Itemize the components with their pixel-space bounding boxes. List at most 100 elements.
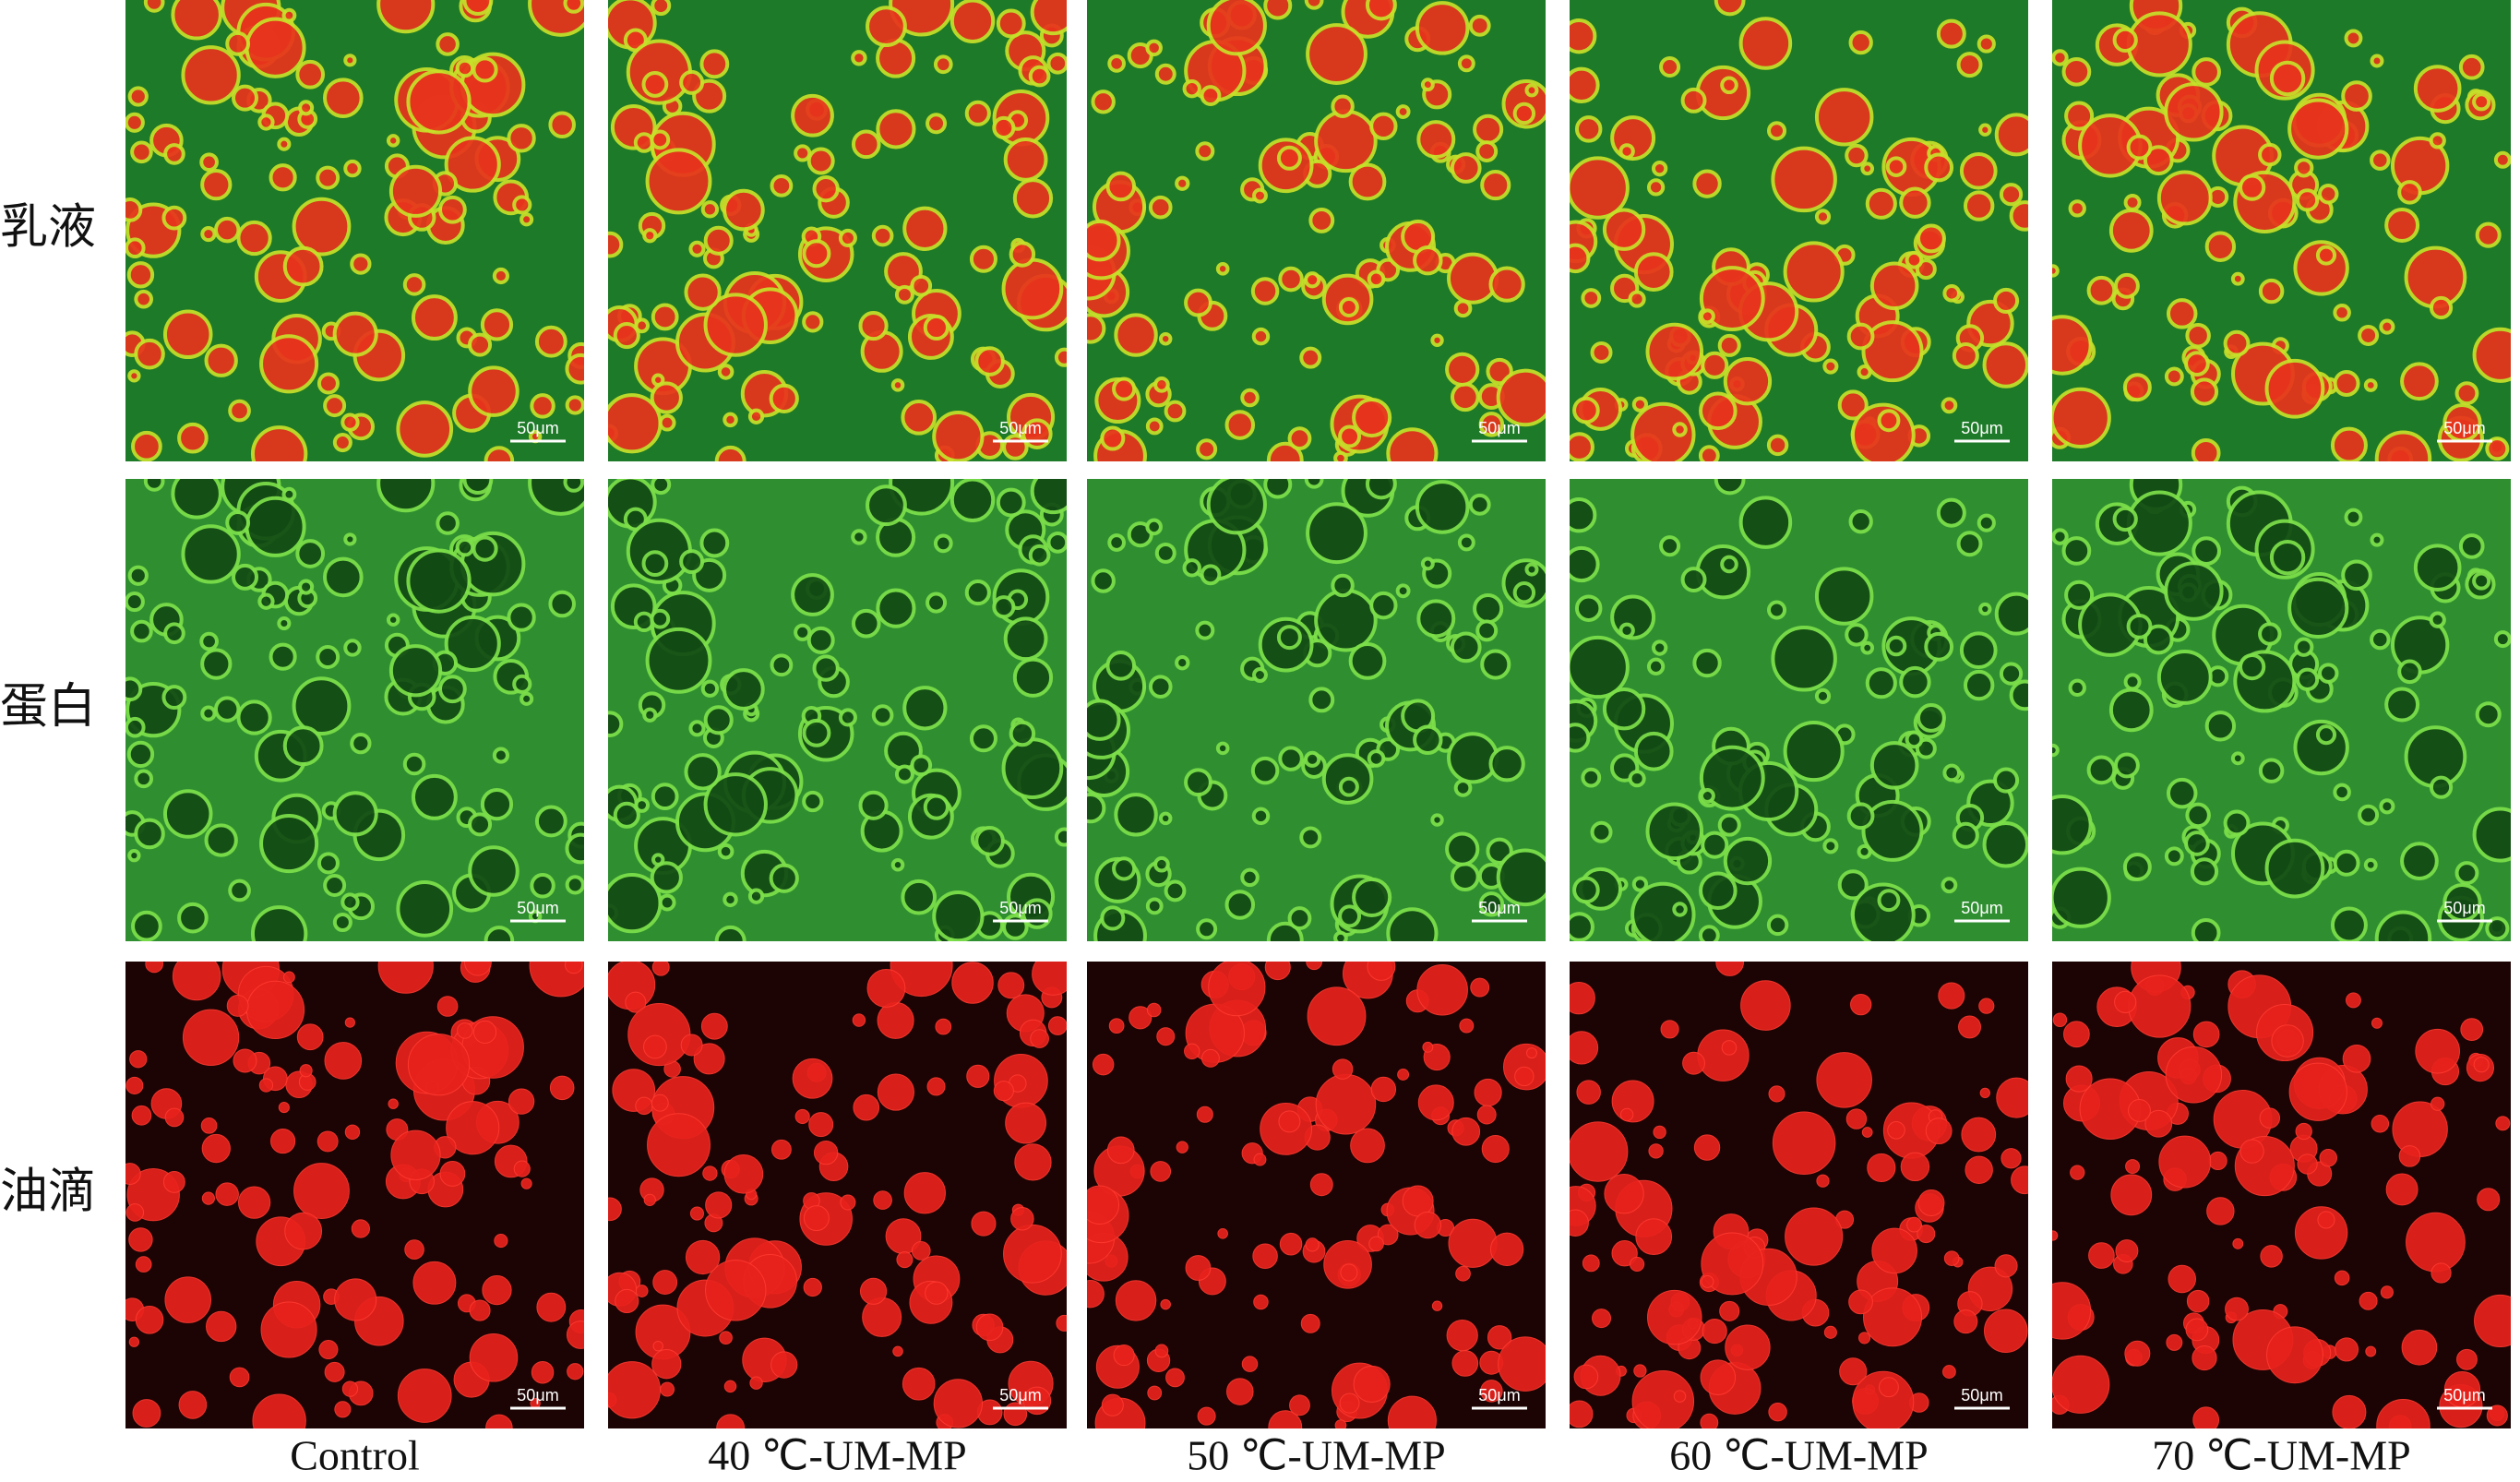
droplet [932,890,985,941]
droplet [2166,777,2198,809]
droplet [1304,0,1324,10]
scale-bar-label: 50μm [999,419,1041,437]
droplet [608,873,663,934]
droplet [1785,1207,1844,1266]
droplet [1287,906,1312,930]
droplet [1581,288,1602,308]
droplet [1633,731,1674,771]
droplet [2335,1337,2359,1362]
droplet [1417,1084,1454,1121]
droplet [2108,687,2154,733]
droplet [1572,396,1600,424]
droplet [1091,90,1116,114]
droplet [163,622,185,645]
droplet [507,124,536,153]
droplet [902,206,948,251]
droplet [2456,1348,2478,1370]
droplet [858,790,889,820]
droplet [2429,132,2446,149]
scale-bar-label: 50μm [1478,419,1520,437]
droplet [723,891,738,908]
droplet [2206,1197,2235,1225]
droplet [134,769,154,789]
droplet [2123,193,2142,211]
droplet [651,1094,669,1112]
droplet [457,1022,473,1039]
droplet [747,888,765,904]
droplet [1054,827,1067,847]
droplet [747,408,765,424]
droplet [201,1191,216,1205]
droplet [684,753,722,791]
droplet [1200,564,1222,586]
droplet [1635,1218,1673,1256]
droplet [1618,143,1635,160]
droplet [1113,1345,1135,1367]
droplet [658,893,676,912]
droplet [2000,1148,2022,1169]
droplet [851,129,881,160]
droplet [386,613,400,627]
droplet [512,674,532,694]
droplet [643,1193,656,1206]
droplet [1105,650,1137,681]
droplet [1112,376,1137,401]
droplet [1977,34,1996,54]
droplet [1148,675,1173,699]
droplet [1304,750,1321,768]
droplet [705,1260,767,1321]
droplet [128,1227,153,1252]
droplet [679,549,705,575]
droplet [2156,170,2213,226]
droplet [340,412,360,432]
droplet [2429,295,2454,320]
droplet [975,1313,1004,1342]
droplet [1196,918,1218,940]
droplet [680,1034,703,1057]
droplet [172,962,221,1001]
droplet [1924,631,1954,662]
droplet [2333,304,2351,322]
droplet [1448,1218,1498,1268]
droplet [178,1391,208,1419]
droplet [485,1414,513,1428]
droplet [565,832,584,865]
droplet [1631,1369,1695,1428]
droplet [1958,1015,1981,1039]
droplet [2166,1333,2183,1351]
droplet [2346,992,2361,1009]
droplet [1195,141,1215,161]
droplet [2376,1399,2430,1428]
droplet [2208,1151,2227,1171]
droplet [625,991,647,1013]
droplet [1182,558,1201,578]
droplet [1701,831,1729,859]
droplet [2317,663,2339,684]
droplet [2264,838,2325,899]
droplet [2225,1297,2249,1321]
droplet [723,1380,737,1393]
droplet [480,308,514,341]
droplet [293,1163,350,1219]
droplet [1488,266,1525,303]
droplet [1698,445,1720,461]
droplet [507,603,536,632]
droplet [651,1349,682,1380]
droplet [1680,567,1707,593]
droplet [2258,142,2282,167]
droplet [1993,287,2020,314]
droplet [334,1401,352,1418]
droplet [316,372,340,395]
droplet [1306,502,1367,565]
droplet [1899,665,1931,699]
droplet [341,1380,359,1397]
droplet [1878,1377,1899,1398]
droplet [131,430,162,461]
droplet [161,205,187,231]
droplet [2269,60,2306,97]
droplet [969,724,997,753]
droplet [1699,871,1738,911]
droplet [1965,1155,1993,1184]
droplet [257,592,275,610]
droplet [1630,401,1696,461]
